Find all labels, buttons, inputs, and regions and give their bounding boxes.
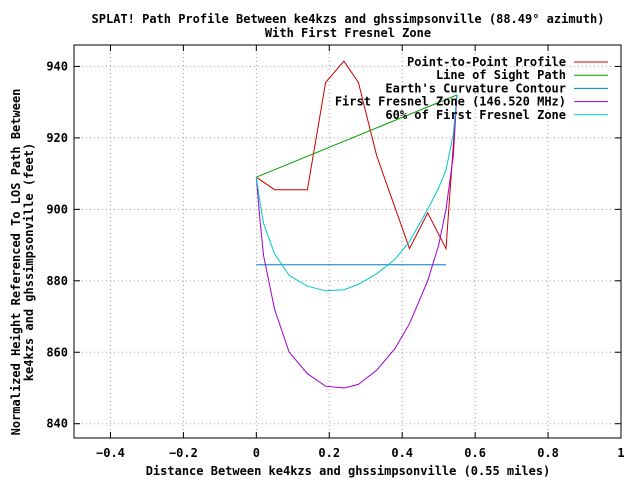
y-axis-label-line-2: ke4kzs and ghssimpsonville (feet)	[22, 143, 36, 381]
chart-title: SPLAT! Path Profile Between ke4kzs and g…	[92, 12, 605, 26]
series-line-1	[256, 94, 458, 178]
legend-label: Line of Sight Path	[436, 68, 566, 82]
y-tick-label: 940	[46, 59, 68, 73]
x-tick-label: −0.2	[169, 446, 198, 460]
x-tick-label: 0.4	[391, 446, 413, 460]
legend-label: Point-to-Point Profile	[407, 55, 566, 69]
series-layer	[255, 60, 458, 389]
x-tick-label: −0.4	[96, 446, 125, 460]
x-tick-label: 0	[253, 446, 260, 460]
y-tick-label: 900	[46, 202, 68, 216]
legend-label: Earth's Curvature Contour	[385, 81, 566, 95]
x-tick-label: 0.8	[537, 446, 559, 460]
plot-frame	[73, 44, 622, 439]
series-line-0	[256, 60, 458, 251]
chart-subtitle: With First Fresnel Zone	[265, 26, 431, 40]
y-tick-label: 840	[46, 417, 68, 431]
y-tick-label: 880	[46, 274, 68, 288]
series-line-3	[255, 94, 458, 389]
series-line-4	[255, 94, 458, 292]
y-tick-label: 920	[46, 131, 68, 145]
x-tick-label: 1	[617, 446, 624, 460]
x-tick-label: 0.6	[464, 446, 486, 460]
legend-label: First Fresnel Zone (146.520 MHz)	[335, 95, 566, 109]
tick-layer: −0.4 −0.2 0 0.2 0.4 0.6 0.8 1 840 860 880 900 920 940	[46, 45, 625, 460]
x-axis-label: Distance Between ke4kzs and ghssimpsonvi…	[146, 464, 551, 478]
legend-label: 60% of First Fresnel Zone	[385, 108, 566, 122]
x-tick-label: 0.2	[318, 446, 340, 460]
y-axis-label-line-1: Normalized Height Referenced To LOS Path…	[9, 89, 23, 436]
y-tick-label: 860	[46, 345, 68, 359]
